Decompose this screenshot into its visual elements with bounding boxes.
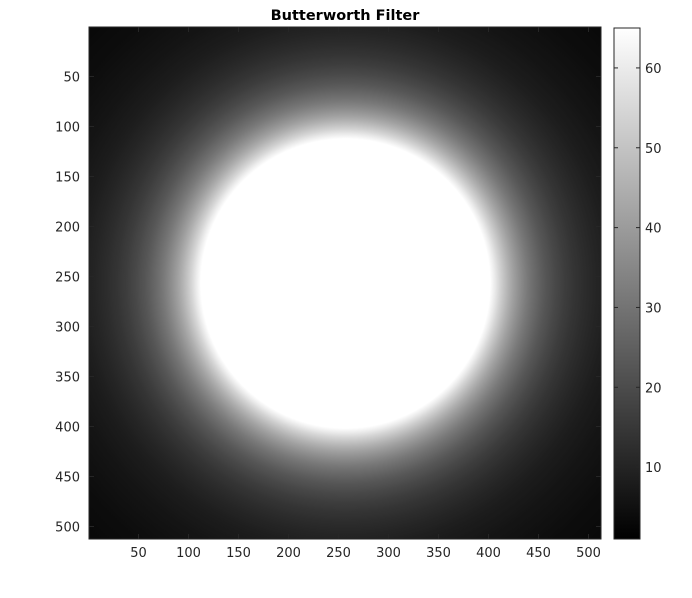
colorbar-tick-label: 30 xyxy=(645,301,662,316)
axes-frame xyxy=(88,26,602,540)
y-tick-label: 500 xyxy=(55,521,80,536)
x-tick-label: 300 xyxy=(376,546,401,561)
colorbar-frame xyxy=(613,27,641,540)
y-tick-label: 450 xyxy=(55,471,80,486)
y-tick-label: 250 xyxy=(55,271,80,286)
x-tick-label: 500 xyxy=(576,546,601,561)
y-tick-label: 400 xyxy=(55,421,80,436)
y-tick-label: 150 xyxy=(55,171,80,186)
colorbar-tick-label: 50 xyxy=(645,142,662,157)
y-tick-label: 100 xyxy=(55,121,80,136)
x-tick-label: 250 xyxy=(326,546,351,561)
colorbar-gradient xyxy=(614,28,640,539)
y-tick-label: 300 xyxy=(55,321,80,336)
y-axis: 50 100 150 200 250 300 350 400 450 500 xyxy=(55,71,601,536)
colorbar-tick-label: 10 xyxy=(645,461,662,476)
colorbar-axis: 10 20 30 40 50 60 xyxy=(614,62,662,476)
x-tick-label: 50 xyxy=(130,546,147,561)
x-tick-label: 100 xyxy=(176,546,201,561)
x-axis: 50 100 150 200 250 300 350 400 450 500 xyxy=(130,27,601,561)
x-tick-label: 450 xyxy=(526,546,551,561)
x-tick-label: 400 xyxy=(476,546,501,561)
y-tick-label: 200 xyxy=(55,221,80,236)
colorbar: 10 20 30 40 50 60 xyxy=(613,27,662,540)
y-tick-label: 50 xyxy=(63,71,80,86)
x-tick-label: 150 xyxy=(226,546,251,561)
colorbar-tick-label: 40 xyxy=(645,222,662,237)
colorbar-tick-label: 60 xyxy=(645,62,662,77)
colorbar-tick-label: 20 xyxy=(645,381,662,396)
x-tick-label: 350 xyxy=(426,546,451,561)
y-tick-label: 350 xyxy=(55,371,80,386)
x-tick-label: 200 xyxy=(276,546,301,561)
chart-title: Butterworth Filter xyxy=(271,8,421,24)
filter-image xyxy=(89,27,601,539)
image-axes: 50 100 150 200 250 300 350 400 450 500 50 100 150 20… xyxy=(55,26,602,561)
